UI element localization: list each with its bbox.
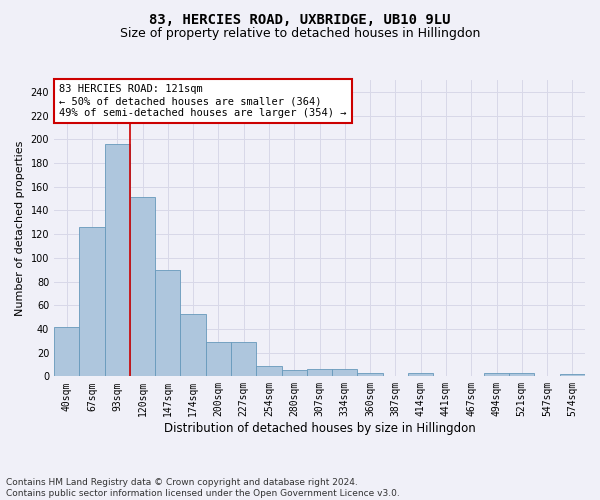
Bar — [104, 144, 130, 376]
Y-axis label: Number of detached properties: Number of detached properties — [15, 140, 25, 316]
Bar — [509, 373, 535, 376]
Bar — [307, 369, 332, 376]
Bar — [484, 373, 509, 376]
Bar — [54, 326, 79, 376]
Text: Contains HM Land Registry data © Crown copyright and database right 2024.
Contai: Contains HM Land Registry data © Crown c… — [6, 478, 400, 498]
Bar — [206, 342, 231, 376]
Bar — [130, 198, 155, 376]
Text: 83, HERCIES ROAD, UXBRIDGE, UB10 9LU: 83, HERCIES ROAD, UXBRIDGE, UB10 9LU — [149, 12, 451, 26]
X-axis label: Distribution of detached houses by size in Hillingdon: Distribution of detached houses by size … — [164, 422, 475, 435]
Bar — [281, 370, 307, 376]
Text: Size of property relative to detached houses in Hillingdon: Size of property relative to detached ho… — [120, 28, 480, 40]
Bar — [408, 373, 433, 376]
Bar — [256, 366, 281, 376]
Bar — [332, 369, 358, 376]
Bar — [560, 374, 585, 376]
Bar — [181, 314, 206, 376]
Text: 83 HERCIES ROAD: 121sqm
← 50% of detached houses are smaller (364)
49% of semi-d: 83 HERCIES ROAD: 121sqm ← 50% of detache… — [59, 84, 347, 117]
Bar — [155, 270, 181, 376]
Bar — [231, 342, 256, 376]
Bar — [79, 227, 104, 376]
Bar — [358, 373, 383, 376]
